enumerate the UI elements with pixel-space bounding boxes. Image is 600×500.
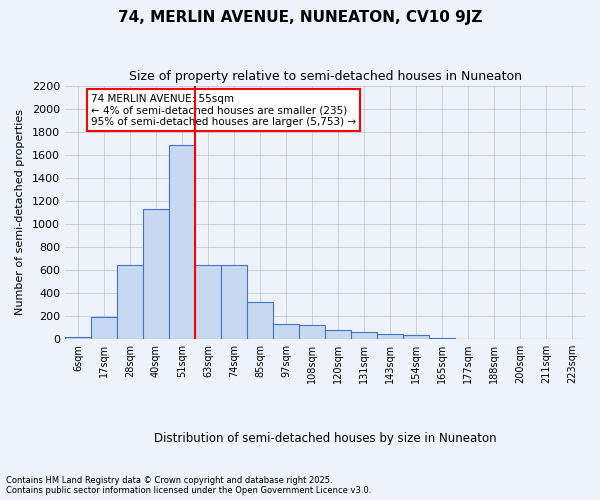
- Bar: [325, 330, 351, 339]
- Text: 74 MERLIN AVENUE: 55sqm
← 4% of semi-detached houses are smaller (235)
95% of se: 74 MERLIN AVENUE: 55sqm ← 4% of semi-det…: [91, 94, 356, 127]
- Bar: [377, 334, 403, 339]
- Bar: [429, 338, 455, 339]
- Title: Size of property relative to semi-detached houses in Nuneaton: Size of property relative to semi-detach…: [128, 70, 521, 83]
- Bar: [455, 338, 481, 339]
- Bar: [299, 326, 325, 339]
- Bar: [221, 265, 247, 339]
- Bar: [403, 335, 429, 339]
- Bar: [247, 302, 273, 339]
- Bar: [65, 337, 91, 339]
- X-axis label: Distribution of semi-detached houses by size in Nuneaton: Distribution of semi-detached houses by …: [154, 432, 496, 445]
- Text: 74, MERLIN AVENUE, NUNEATON, CV10 9JZ: 74, MERLIN AVENUE, NUNEATON, CV10 9JZ: [118, 10, 482, 25]
- Bar: [351, 332, 377, 339]
- Y-axis label: Number of semi-detached properties: Number of semi-detached properties: [15, 110, 25, 316]
- Bar: [273, 324, 299, 339]
- Bar: [117, 266, 143, 339]
- Bar: [169, 146, 195, 339]
- Bar: [143, 209, 169, 339]
- Bar: [91, 318, 117, 339]
- Text: Contains HM Land Registry data © Crown copyright and database right 2025.
Contai: Contains HM Land Registry data © Crown c…: [6, 476, 371, 495]
- Bar: [195, 265, 221, 339]
